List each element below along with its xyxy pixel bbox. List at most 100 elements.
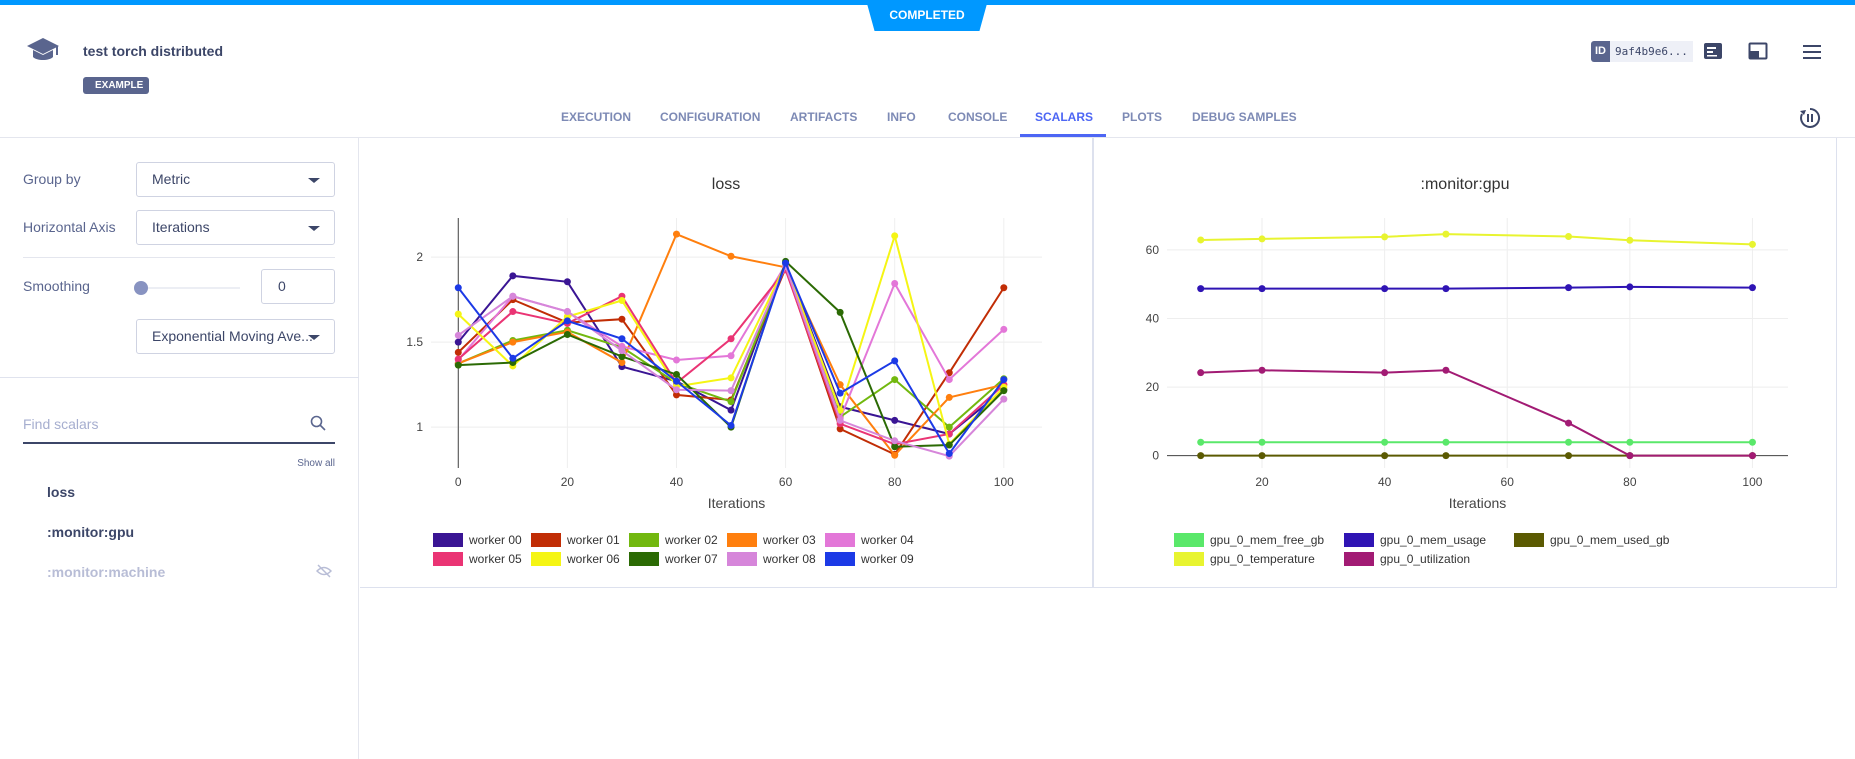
legend-item[interactable]: worker 00 xyxy=(433,532,531,548)
legend-item[interactable]: gpu_0_utilization xyxy=(1344,551,1514,567)
tab-debug-samples[interactable]: DEBUG SAMPLES xyxy=(1192,110,1297,124)
x-tick-label: 100 xyxy=(1742,475,1762,489)
data-point xyxy=(836,389,844,397)
legend-item[interactable]: worker 01 xyxy=(531,532,629,548)
x-axis-label: Iterations xyxy=(1449,495,1507,511)
example-badge: EXAMPLE xyxy=(83,77,150,94)
id-label: ID xyxy=(1591,41,1610,62)
data-point xyxy=(1197,452,1205,460)
smoothing-input[interactable]: 0 xyxy=(261,269,335,304)
data-point xyxy=(563,308,571,316)
chevron-down-icon xyxy=(308,335,320,340)
auto-refresh-pause-icon[interactable] xyxy=(1798,106,1822,135)
horizontal-axis-select[interactable]: Iterations xyxy=(136,210,335,245)
data-point xyxy=(1381,233,1389,241)
show-all-link[interactable]: Show all xyxy=(297,458,335,469)
task-id-button[interactable]: ID 9af4b9e6... xyxy=(1591,41,1693,62)
smoothing-label: Smoothing xyxy=(23,278,90,294)
data-point xyxy=(509,292,517,300)
scalar-item-loss[interactable]: loss xyxy=(47,484,76,500)
data-point xyxy=(618,359,626,367)
scalar-item-monitor-machine[interactable]: :monitor:machine xyxy=(47,564,166,580)
legend-item[interactable]: gpu_0_temperature xyxy=(1174,551,1344,567)
data-point xyxy=(454,284,462,292)
search-icon[interactable] xyxy=(310,415,326,436)
divider xyxy=(23,257,335,258)
details-panel-icon[interactable] xyxy=(1703,42,1723,65)
data-point xyxy=(672,230,680,238)
layout-toggle-icon[interactable] xyxy=(1748,42,1768,65)
data-point xyxy=(618,296,626,304)
x-tick-label: 60 xyxy=(779,475,793,489)
legend-swatch xyxy=(1174,552,1204,566)
data-point xyxy=(1000,395,1008,403)
x-tick-label: 40 xyxy=(670,475,684,489)
legend-label: gpu_0_mem_free_gb xyxy=(1210,533,1325,547)
find-scalars-input[interactable]: Find scalars xyxy=(23,416,99,432)
data-point xyxy=(509,338,517,346)
legend-item[interactable]: worker 06 xyxy=(531,551,629,567)
smoothing-slider-handle[interactable] xyxy=(134,281,148,295)
tab-info[interactable]: INFO xyxy=(887,110,916,124)
search-underline xyxy=(23,442,335,444)
tab-artifacts[interactable]: ARTIFACTS xyxy=(790,110,858,124)
tab-scalars[interactable]: SCALARS xyxy=(1035,110,1094,124)
data-point xyxy=(509,272,517,280)
gpu-legend: gpu_0_mem_free_gb gpu_0_mem_usage gpu_0_me… xyxy=(1174,532,1694,567)
legend-item[interactable]: worker 02 xyxy=(629,532,727,548)
group-by-select[interactable]: Metric xyxy=(136,162,335,197)
eye-off-icon[interactable] xyxy=(315,564,333,583)
active-tab-indicator xyxy=(1020,134,1106,137)
data-point xyxy=(509,308,517,316)
data-point xyxy=(454,310,462,318)
smoothing-slider[interactable] xyxy=(140,287,240,289)
legend-item[interactable]: gpu_0_mem_used_gb xyxy=(1514,532,1684,548)
data-point xyxy=(454,331,462,339)
smoothing-method-select[interactable]: Exponential Moving Ave... xyxy=(136,319,335,354)
data-point xyxy=(1381,438,1389,446)
chevron-down-icon xyxy=(308,226,320,231)
legend-item[interactable]: worker 07 xyxy=(629,551,727,567)
task-title: test torch distributed xyxy=(83,43,224,59)
gpu-chart[interactable]: 20 40 60 80 100 0 20 40 60 Iterations xyxy=(1094,138,1838,518)
data-point xyxy=(672,370,680,378)
legend-item[interactable]: worker 09 xyxy=(825,551,923,567)
data-point xyxy=(1565,438,1573,446)
data-point xyxy=(1748,438,1756,446)
legend-item[interactable]: gpu_0_mem_free_gb xyxy=(1174,532,1344,548)
data-point xyxy=(1748,240,1756,248)
data-point xyxy=(836,425,844,433)
legend-swatch xyxy=(629,552,659,566)
tab-configuration[interactable]: CONFIGURATION xyxy=(660,110,761,124)
series-line-gpu_0_mem_usage xyxy=(1200,285,1753,290)
legend-item[interactable]: worker 04 xyxy=(825,532,923,548)
chevron-down-icon xyxy=(308,178,320,183)
tab-plots[interactable]: PLOTS xyxy=(1122,110,1163,124)
data-point xyxy=(891,232,899,240)
loss-chart[interactable]: 0 20 40 60 80 100 1 1.5 2 Iterations xyxy=(360,138,1093,518)
legend-item[interactable]: gpu_0_mem_usage xyxy=(1344,532,1514,548)
data-point xyxy=(727,335,735,343)
legend-item[interactable]: worker 08 xyxy=(727,551,825,567)
data-point xyxy=(1565,284,1573,292)
tab-console[interactable]: CONSOLE xyxy=(948,110,1008,124)
data-point xyxy=(891,443,899,451)
legend-item[interactable]: worker 03 xyxy=(727,532,825,548)
data-point xyxy=(1626,438,1634,446)
legend-swatch xyxy=(1514,533,1544,547)
data-point xyxy=(727,387,735,395)
data-point xyxy=(1381,285,1389,293)
data-point xyxy=(891,279,899,287)
legend-item[interactable]: worker 05 xyxy=(433,551,531,567)
data-point xyxy=(1626,236,1634,244)
x-tick-label: 80 xyxy=(1623,475,1637,489)
data-point xyxy=(945,376,953,384)
data-point xyxy=(945,423,953,431)
x-tick-label: 100 xyxy=(994,475,1014,489)
data-point xyxy=(836,308,844,316)
tab-execution[interactable]: EXECUTION xyxy=(561,110,632,124)
legend-label: worker 02 xyxy=(665,533,718,547)
data-point xyxy=(1258,366,1266,374)
scalar-item-monitor-gpu[interactable]: :monitor:gpu xyxy=(47,524,135,540)
menu-icon[interactable] xyxy=(1803,44,1823,65)
